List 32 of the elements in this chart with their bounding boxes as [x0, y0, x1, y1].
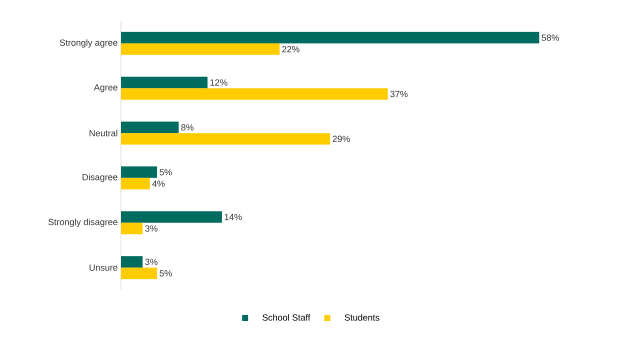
bar [121, 88, 388, 100]
bar [121, 222, 143, 234]
data-label: 4% [152, 180, 165, 187]
bar [121, 43, 280, 55]
data-label: 58% [542, 34, 560, 41]
data-label: 29% [332, 136, 350, 142]
bar [121, 122, 179, 134]
data-label: 12% [210, 79, 228, 86]
y-tick-label: Agree [94, 84, 118, 92]
y-tick-label: Strongly agree [60, 39, 118, 48]
data-label: 14% [224, 214, 242, 220]
bar [121, 166, 158, 178]
data-label: 8% [181, 124, 194, 131]
y-tick-label: Disagree [82, 174, 118, 182]
bar [121, 133, 330, 145]
bar [121, 178, 150, 190]
y-tick-label: Strongly disagree [48, 218, 118, 227]
legend-label: Students [344, 314, 380, 321]
bar [121, 32, 540, 44]
bar [121, 268, 158, 280]
y-tick-label: Neutral [90, 130, 118, 136]
y-tick-label: Unsure [90, 264, 118, 271]
data-label: 3% [145, 225, 158, 232]
data-label: 37% [390, 90, 408, 98]
bar [121, 211, 222, 223]
data-label: 22% [282, 46, 300, 52]
data-label: 5% [160, 270, 172, 276]
legend-label: School Staff [262, 314, 310, 321]
data-label: 3% [145, 258, 158, 266]
data-label: 5% [160, 169, 172, 176]
bar [121, 76, 208, 88]
bar [121, 256, 143, 268]
